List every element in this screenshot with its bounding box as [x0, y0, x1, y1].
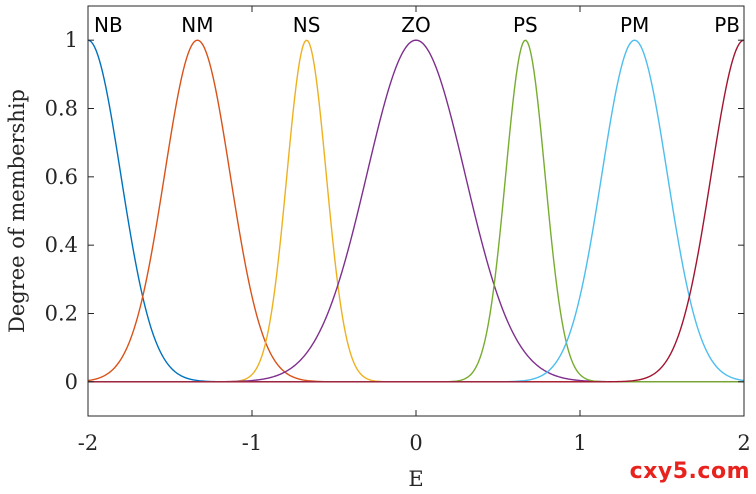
y-tick-label: 0.4 [45, 233, 78, 257]
series-line-nm [87, 39, 744, 383]
curves-layer [87, 39, 745, 383]
watermark-logo: cxy5.com [629, 459, 750, 484]
x-tick-label: -2 [78, 431, 98, 455]
x-axis-title: E [408, 467, 423, 491]
series-labels: NB NM NS ZO PS PM PB [94, 13, 740, 37]
y-axis-ticks: 0 0.2 0.4 0.6 0.8 1 [45, 28, 744, 394]
series-line-ps [88, 39, 744, 383]
axes-box [87, 5, 745, 417]
y-tick-label: 0 [65, 370, 78, 394]
series-label-pb: PB [714, 13, 740, 37]
x-tick-label: 1 [573, 431, 586, 455]
series-label-nm: NM [181, 13, 213, 37]
series-label-ns: NS [293, 13, 321, 37]
y-tick-label: 0.8 [45, 97, 78, 121]
y-axis-title: Degree of membership [5, 89, 29, 333]
series-label-nb: NB [94, 13, 123, 37]
y-tick-label: 0.6 [45, 165, 78, 189]
x-axis-ticks: -2 -1 0 1 2 [78, 6, 751, 455]
series-line-nb [87, 39, 744, 383]
series-line-zo [88, 39, 744, 383]
series-label-zo: ZO [401, 13, 430, 37]
x-tick-label: -1 [242, 431, 262, 455]
series-line-pm [88, 39, 745, 383]
series-line-pb [88, 39, 745, 383]
x-tick-label: 0 [409, 431, 422, 455]
y-tick-label: 1 [65, 28, 78, 52]
series-label-ps: PS [513, 13, 538, 37]
y-tick-label: 0.2 [45, 302, 78, 326]
series-label-pm: PM [620, 13, 649, 37]
series-line-ns [88, 39, 744, 383]
x-tick-label: 2 [737, 431, 750, 455]
